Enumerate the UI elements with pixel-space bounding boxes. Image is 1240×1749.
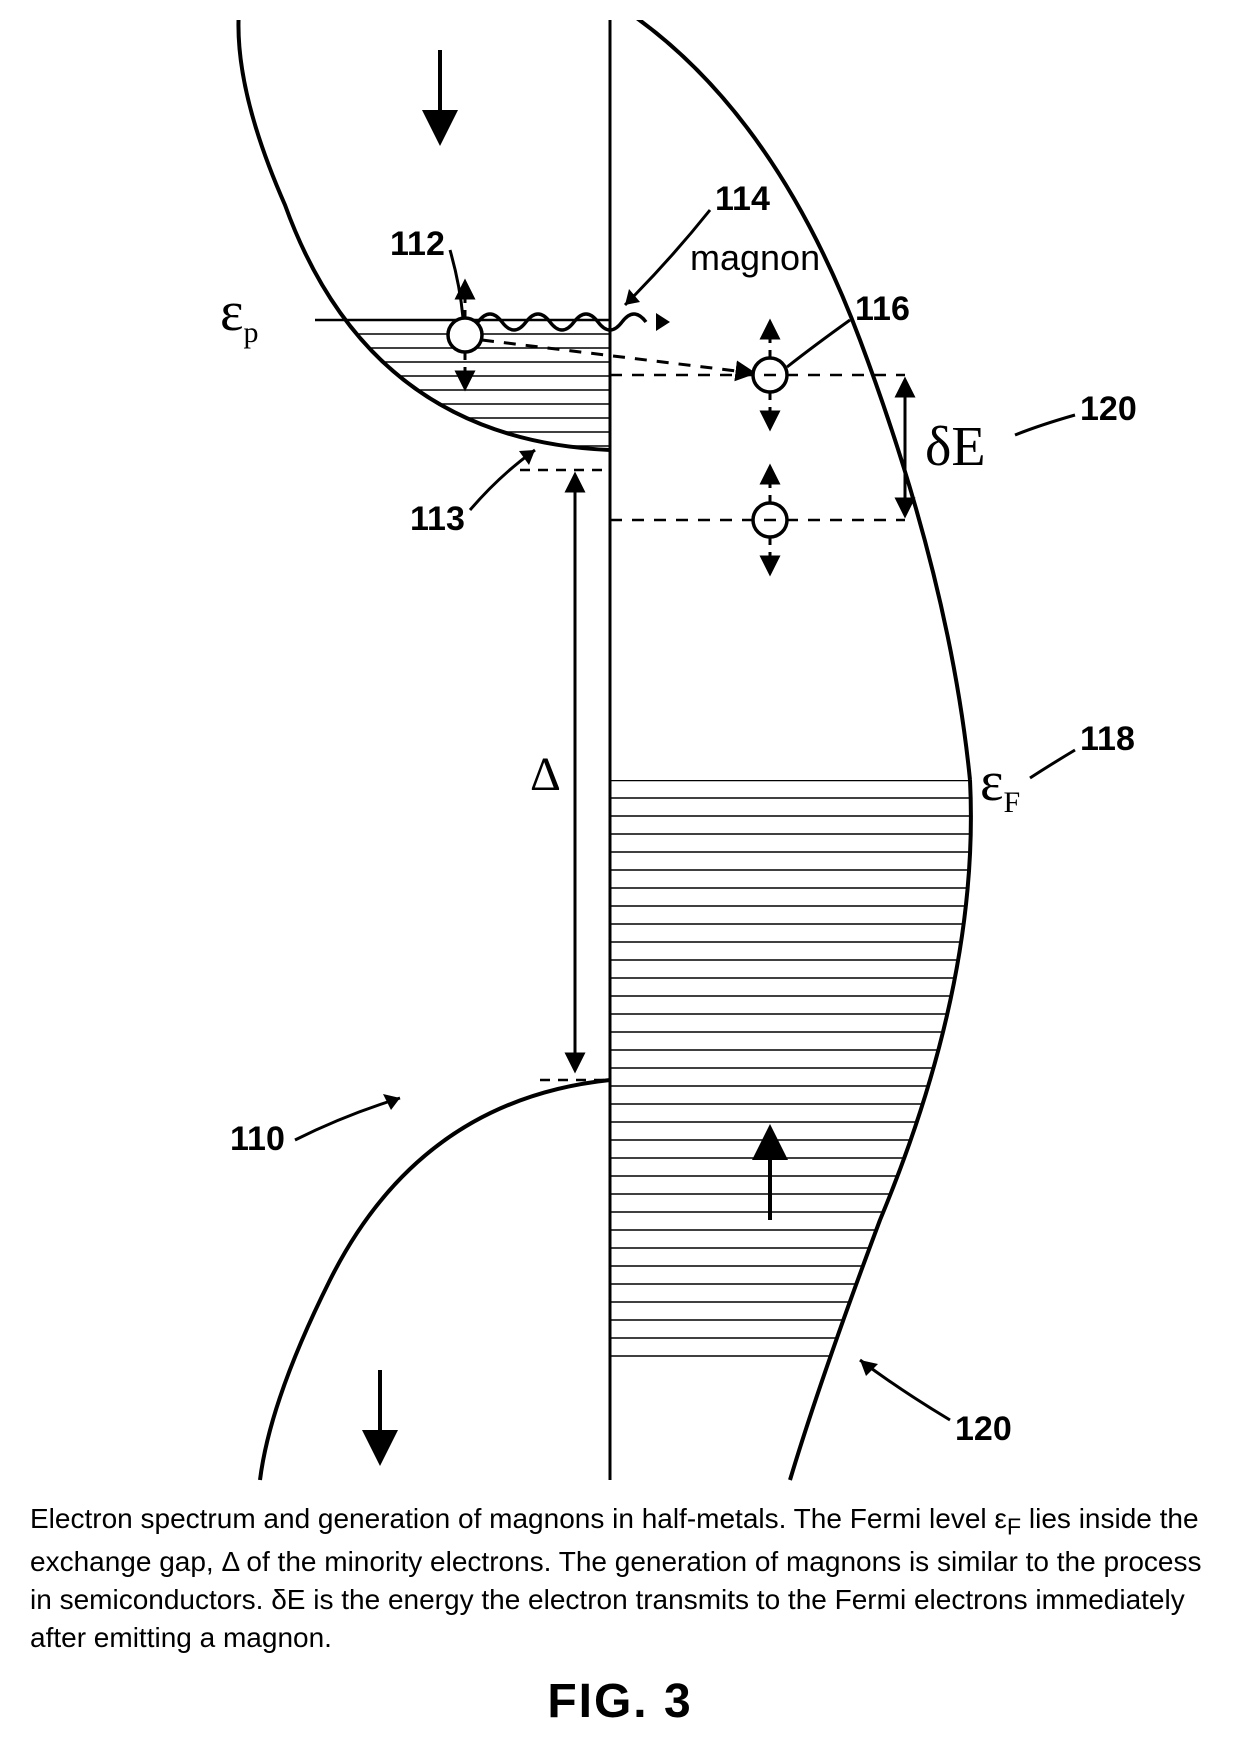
left-lower-band [260,1080,610,1480]
ref-120-upper: 120 [1080,390,1137,428]
lead-118 [1030,750,1075,778]
lead-112 [450,250,463,318]
label-delta-gap: Δ [530,748,561,801]
lead-116 [787,320,850,367]
ref-114: 114 [715,180,770,218]
figure-container: magnon εp εF δE Δ 114 112 116 113 120 11… [20,20,1220,1729]
diagram-svg: magnon εp εF δE Δ 114 112 116 113 120 11… [70,20,1170,1490]
transition-dash [482,340,753,373]
hatch-right-lower [610,780,990,1356]
label-eps-f: εF [980,751,1020,819]
ref-112: 112 [390,225,445,263]
label-eps-p: εp [220,281,259,349]
lead-120-upper [1015,415,1075,435]
magnon-wave [478,314,646,330]
lead-120-lower [860,1360,950,1420]
right-upper-band [610,20,970,780]
label-delta-e: δE [925,416,986,478]
electron-112 [448,318,482,352]
ref-116: 116 [855,290,910,328]
lead-110 [295,1098,400,1140]
figure-caption: Electron spectrum and generation of magn… [20,1500,1220,1656]
caption-part1: Electron spectrum and generation of magn… [30,1503,1007,1534]
magnon-arrowhead [656,313,670,331]
caption-sub-f: F [1007,1514,1021,1540]
ref-120-lower: 120 [955,1410,1012,1448]
ref-110: 110 [230,1120,285,1158]
delta-e-bracket [610,375,905,520]
figure-number: FIG. 3 [20,1674,1220,1729]
label-magnon: magnon [690,237,820,278]
ref-113: 113 [410,500,465,538]
ref-118: 118 [1080,720,1135,758]
hatch-left-upper [260,320,610,446]
